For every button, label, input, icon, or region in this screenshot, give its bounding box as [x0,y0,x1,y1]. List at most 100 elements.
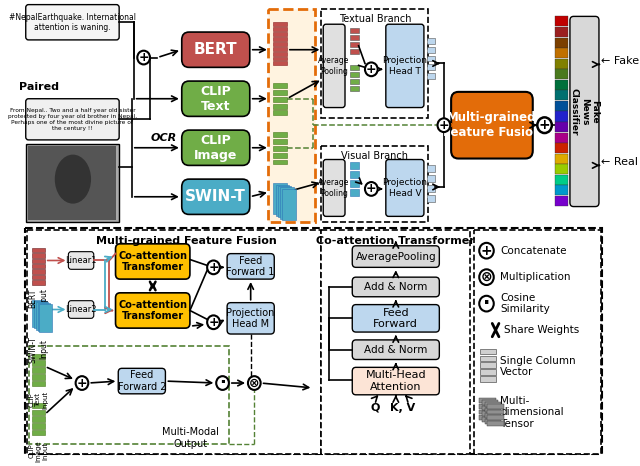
Text: Multiplication: Multiplication [500,272,571,282]
Text: Average
Pooling: Average Pooling [319,178,350,198]
Text: Feed
Forward: Feed Forward [373,308,418,329]
Text: +: + [208,316,219,329]
Bar [556,154,568,164]
Text: Add & Norm: Add & Norm [364,282,428,292]
Circle shape [438,118,450,132]
Text: Multi-grained
Feature Fusion: Multi-grained Feature Fusion [443,111,541,139]
Bar [349,72,358,77]
Bar [349,171,358,178]
Bar [474,230,601,453]
Bar [349,28,358,33]
Bar [556,111,568,122]
Bar [34,301,47,329]
Bar [556,69,568,79]
Ellipse shape [55,155,91,204]
Text: Cosine
Similarity: Cosine Similarity [500,293,550,315]
FancyBboxPatch shape [116,293,190,328]
Bar [276,185,289,216]
Bar [349,42,358,47]
Bar [273,139,287,144]
Bar [32,410,45,415]
Circle shape [365,62,378,76]
Bar [488,421,504,426]
Bar [349,79,358,84]
Bar [28,146,116,220]
FancyBboxPatch shape [386,24,424,108]
Bar [25,228,602,453]
Bar [427,195,435,202]
FancyBboxPatch shape [227,254,275,279]
Bar [32,354,45,359]
Text: ← Real: ← Real [601,158,638,167]
Text: Multi-
dimensional
Tensor: Multi- dimensional Tensor [500,396,564,429]
Text: +: + [366,63,376,76]
Bar [273,42,287,46]
Text: Share Weights: Share Weights [504,325,579,335]
Text: Feed
Forward 2: Feed Forward 2 [118,370,166,392]
Circle shape [365,182,378,196]
FancyBboxPatch shape [323,24,345,108]
FancyBboxPatch shape [26,5,119,40]
Bar [556,133,568,143]
FancyBboxPatch shape [68,252,94,269]
Bar [556,196,568,206]
Bar [32,259,45,263]
Text: #NepalEarthquake. International
attention is waning.: #NepalEarthquake. International attentio… [9,13,136,32]
Bar [26,144,119,222]
Text: Concatenate: Concatenate [500,246,566,256]
Text: Co-attention
Transfomer: Co-attention Transfomer [118,300,188,321]
Bar [32,403,45,408]
Text: Fake
News
Classifier: Fake News Classifier [570,88,599,135]
Bar [427,175,435,182]
Text: Paired: Paired [19,82,60,92]
FancyBboxPatch shape [116,244,190,279]
Bar [349,180,358,187]
Text: ⊗: ⊗ [481,270,492,284]
Bar [427,38,435,44]
Bar [32,416,45,422]
FancyBboxPatch shape [323,159,345,216]
Text: CLIP
Image: CLIP Image [194,134,237,162]
FancyBboxPatch shape [352,367,439,395]
Bar [38,303,50,331]
Bar [556,59,568,69]
Text: Co-attention Transformer: Co-attention Transformer [316,236,475,246]
Bar [556,16,568,27]
Circle shape [138,51,150,64]
Bar [273,62,287,65]
Bar [32,280,45,285]
Text: +: + [138,51,149,64]
Bar [556,48,568,58]
Text: ← Fake: ← Fake [601,56,639,67]
Bar [273,97,287,102]
Text: +: + [481,244,492,258]
Bar [349,49,358,54]
Text: SWIN-T
Input: SWIN-T Input [29,336,48,363]
Bar [484,402,501,406]
Text: ·: · [219,374,226,392]
FancyBboxPatch shape [182,179,250,214]
Bar [273,56,287,61]
Text: Linear2: Linear2 [65,305,97,314]
Bar [484,408,501,412]
Circle shape [248,376,260,390]
Bar [273,132,287,137]
Bar [482,400,499,404]
Circle shape [76,376,88,390]
Bar [480,356,497,361]
Bar [27,230,321,453]
Text: Multi-Head
Attention: Multi-Head Attention [365,370,426,392]
Bar [427,64,435,70]
Text: Linear1: Linear1 [65,256,97,265]
FancyBboxPatch shape [570,16,599,206]
Bar [321,8,428,118]
Circle shape [479,269,493,285]
Bar [32,264,45,268]
Bar [273,47,287,51]
Bar [556,101,568,111]
Bar [273,110,287,116]
Bar [273,159,287,164]
Bar [29,346,229,444]
Bar [32,361,45,366]
Bar [479,410,495,414]
